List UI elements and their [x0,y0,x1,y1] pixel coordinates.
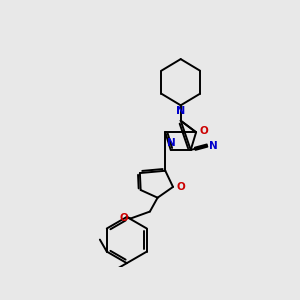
Text: N: N [167,138,176,148]
Text: O: O [199,127,208,136]
Text: O: O [176,182,185,192]
Text: N: N [176,106,185,116]
Text: N: N [208,141,217,151]
Text: O: O [120,214,128,224]
